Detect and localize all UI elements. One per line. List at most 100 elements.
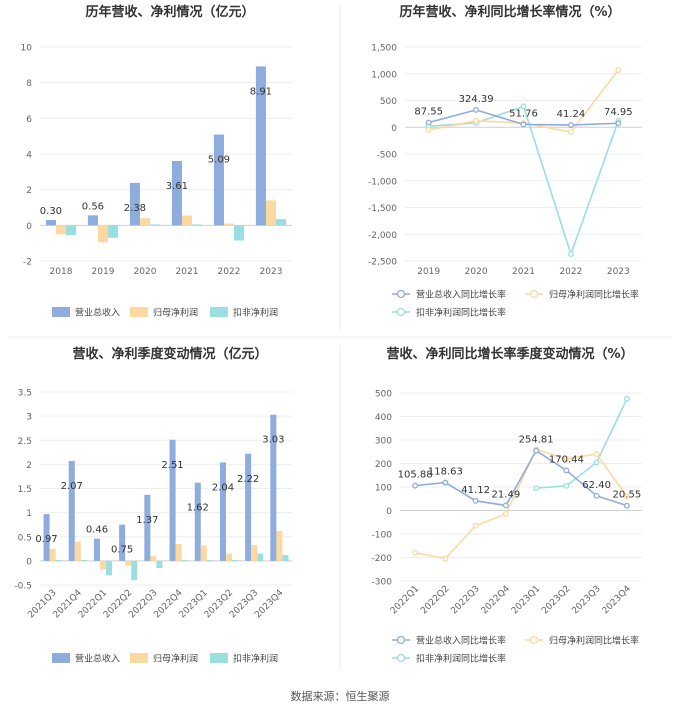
- data-point: [593, 492, 600, 499]
- legend-label: 扣非净利润同比增长率: [416, 307, 506, 319]
- y-tick-label: 500: [375, 390, 392, 400]
- legend-marker: [396, 635, 406, 645]
- y-tick-label: 4: [26, 151, 32, 161]
- x-tick-label: 2023Q1: [510, 584, 542, 616]
- bar: [144, 494, 151, 561]
- data-point: [502, 511, 509, 517]
- legend-label: 归母净利润同比增长率: [549, 635, 639, 647]
- data-point: [442, 479, 449, 486]
- legend-label: 归母净利润同比增长率: [549, 289, 639, 301]
- bar: [74, 541, 81, 561]
- y-tick-label: -300: [372, 578, 393, 588]
- data-point: [412, 482, 419, 489]
- data-point: [567, 122, 574, 128]
- bar: [150, 556, 157, 561]
- data-point: [425, 126, 432, 133]
- y-tick-label: 0.5: [18, 533, 32, 543]
- x-tick-label: 2023: [607, 267, 630, 277]
- y-tick-label: 1: [26, 509, 32, 519]
- data-label: 1.37: [136, 515, 158, 526]
- data-point: [593, 451, 600, 458]
- data-label: 41.24: [557, 109, 586, 120]
- bar: [194, 482, 201, 561]
- bar: [169, 439, 176, 561]
- x-tick-label: 2023: [260, 267, 283, 277]
- data-point: [567, 129, 574, 136]
- y-tick-label: 1,000: [371, 70, 397, 80]
- legend-label: 扣非净利润同比增长率: [416, 653, 506, 665]
- y-tick-label: 0: [391, 124, 397, 134]
- bar: [270, 414, 277, 561]
- y-tick-label: 300: [375, 437, 392, 447]
- y-tick-label: -2: [23, 258, 32, 268]
- legend-marker: [396, 307, 406, 317]
- chart-1: 历年营收、净利情况（亿元） -2 0 2 4 6 8 10 2018 2019 2020 2021 20…: [21, 4, 292, 319]
- data-label: 2.07: [61, 481, 83, 492]
- y-tick-label: 3: [26, 413, 32, 423]
- x-tick-label: 2022Q4: [480, 584, 513, 617]
- bar: [181, 559, 188, 561]
- bar: [129, 182, 140, 226]
- data-point: [520, 121, 527, 128]
- data-point: [533, 447, 540, 454]
- x-tick-label: 2022Q2: [419, 584, 451, 616]
- data-point: [442, 555, 449, 562]
- bar: [265, 200, 277, 226]
- bar: [181, 215, 193, 226]
- bar: [232, 559, 239, 561]
- y-tick-label: -2,000: [368, 231, 397, 241]
- data-label: 118.63: [428, 467, 463, 478]
- data-point: [533, 485, 540, 492]
- bar: [257, 553, 264, 561]
- series-line: [536, 398, 628, 489]
- data-label: 87.55: [414, 107, 443, 118]
- y-tick-label: -200: [372, 554, 393, 564]
- chart-title: 历年营收、净利情况（亿元）: [85, 4, 254, 20]
- bar: [282, 555, 289, 561]
- x-tick-label: 2019: [92, 267, 115, 277]
- bar: [213, 134, 224, 226]
- data-label: 105.88: [398, 470, 433, 481]
- bar: [68, 460, 75, 561]
- bar: [276, 219, 287, 226]
- y-tick-label: 1,500: [371, 44, 397, 54]
- data-label: 254.81: [519, 435, 554, 446]
- data-point: [593, 459, 600, 466]
- y-tick-label: 500: [380, 97, 397, 107]
- data-label: 74.95: [604, 107, 633, 118]
- bar: [225, 553, 233, 561]
- bar: [108, 225, 119, 238]
- data-label: 21.49: [492, 489, 521, 500]
- data-label: 51.76: [509, 108, 538, 119]
- bar: [49, 548, 56, 561]
- data-label: 20.55: [613, 490, 642, 501]
- chart-title: 营收、净利同比增长率季度变动情况（%）: [386, 346, 633, 362]
- legend: 营业总收入 归母净利润 扣非净利润: [52, 307, 278, 319]
- x-tick-label: 2018: [50, 267, 73, 277]
- bar: [245, 453, 252, 561]
- bar: [97, 225, 109, 243]
- bar: [200, 545, 207, 561]
- bar: [119, 524, 126, 561]
- y-tick-label: -0.5: [14, 582, 32, 592]
- chart-3: 营收、净利季度变动情况（亿元）-0.500.511.522.533.52021Q…: [14, 346, 292, 665]
- data-point: [472, 497, 479, 504]
- legend-label: 营业总收入: [75, 653, 120, 665]
- bar: [251, 544, 258, 561]
- data-label: 3.61: [166, 181, 188, 192]
- data-label: 2.22: [237, 474, 259, 485]
- y-tick-label: 400: [375, 413, 392, 423]
- x-tick-label: 2023Q2: [540, 584, 572, 616]
- data-label: 170.44: [549, 454, 584, 465]
- y-tick-label: 2.5: [18, 437, 32, 447]
- legend-marker: [396, 289, 406, 299]
- data-point: [623, 493, 630, 500]
- bar: [150, 224, 161, 226]
- chart-title: 营收、净利季度变动情况（亿元）: [72, 346, 267, 362]
- legend-swatch: [52, 307, 70, 317]
- legend-label: 归母净利润: [153, 653, 198, 665]
- x-tick-label: 2023Q4: [601, 584, 634, 617]
- legend-swatch: [52, 653, 70, 663]
